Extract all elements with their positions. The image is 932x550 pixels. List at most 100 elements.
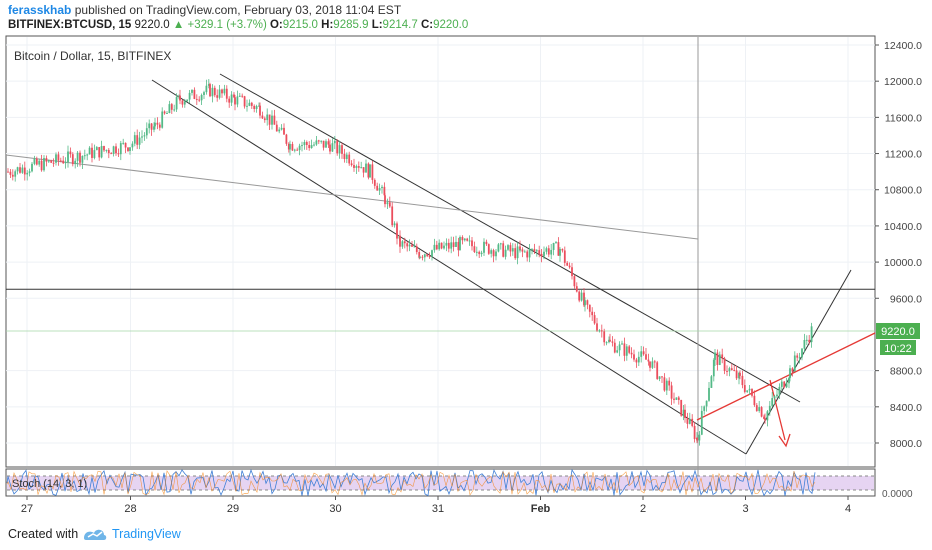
candle-body	[243, 96, 246, 107]
candle-body	[635, 359, 638, 363]
candle-body	[528, 248, 531, 258]
candle-body	[198, 99, 201, 101]
price-chart[interactable]: Bitcoin / Dollar, 15, BITFINEX 12400.012…	[0, 0, 932, 520]
candle-body	[98, 147, 101, 158]
open-label: O:	[269, 19, 283, 31]
candle-body	[741, 375, 744, 386]
candle-body	[658, 376, 661, 379]
candle-body	[739, 372, 741, 376]
candle-body	[728, 368, 731, 372]
candle-body	[74, 160, 77, 165]
candle-body	[396, 223, 398, 239]
candle-body	[124, 142, 127, 148]
candle-body	[571, 267, 573, 277]
stoch-d-line	[6, 470, 816, 496]
candle-body	[399, 235, 401, 247]
close-label: C:	[420, 19, 434, 31]
candle-body	[64, 162, 67, 164]
candle-body	[573, 276, 576, 287]
candle-body	[341, 145, 343, 154]
candle-body	[338, 145, 341, 154]
candle-body	[223, 88, 226, 94]
candle-body	[301, 145, 303, 147]
candle-body	[131, 143, 134, 148]
candle-body	[33, 158, 36, 164]
candle-body	[367, 163, 370, 178]
candle-body	[668, 380, 671, 386]
candle-body	[93, 150, 96, 158]
price-label-box	[876, 323, 920, 339]
candle-body	[168, 104, 171, 113]
candle-body	[115, 146, 117, 154]
candle-body	[457, 241, 460, 251]
candle-body	[492, 250, 495, 257]
candle-body	[413, 246, 416, 248]
candle-body	[642, 351, 645, 355]
candle-body	[514, 248, 517, 259]
trend-drawings	[5, 37, 876, 496]
candle-body	[287, 143, 290, 150]
candle-body	[733, 369, 736, 371]
low-label: L:	[371, 19, 383, 31]
long-trendline	[5, 154, 699, 240]
candle-body	[557, 242, 560, 256]
candle-body	[523, 251, 526, 253]
candle-body	[653, 361, 656, 363]
candle-body	[730, 368, 733, 370]
candle-body	[502, 243, 505, 257]
candle-body	[228, 98, 231, 103]
candle-body	[423, 254, 426, 258]
tradingview-brand-link[interactable]: TradingView	[112, 527, 181, 541]
author-link[interactable]: ferasskhab	[8, 3, 72, 17]
candle-body	[575, 286, 578, 292]
candle-body	[766, 411, 769, 421]
candle-body	[357, 166, 360, 168]
candle-body	[57, 154, 60, 161]
candle-body	[45, 158, 48, 162]
candle-body	[808, 339, 811, 343]
candle-body	[637, 356, 640, 363]
time-axis[interactable]: 27 28 29 30 31 Feb 2 3 4	[21, 496, 851, 515]
candle-body	[40, 160, 43, 171]
candle-body	[153, 126, 155, 130]
candle-body	[310, 145, 313, 149]
candle-body	[521, 249, 524, 252]
candle-body	[682, 409, 685, 416]
candle-body	[59, 160, 62, 162]
candle-body	[618, 344, 621, 351]
candle-body	[760, 407, 763, 417]
price-axis[interactable]: 12400.0 12000.0 11600.0 11200.0 10800.0 10400…	[875, 40, 922, 450]
candle-body	[473, 246, 476, 253]
candle-body	[773, 396, 776, 399]
candle-body	[170, 104, 173, 110]
candle-body	[291, 144, 294, 151]
candle-body	[791, 368, 794, 372]
candle-body	[203, 92, 205, 96]
candle-body	[445, 242, 448, 246]
candle-body	[261, 115, 264, 119]
candle-body	[568, 265, 571, 268]
oscillator	[6, 468, 874, 497]
candle-body	[561, 248, 564, 251]
candle-body	[81, 155, 84, 163]
candle-body	[303, 142, 306, 146]
candle-body	[233, 94, 235, 98]
wedge-bottom-line	[696, 423, 747, 455]
candle-body	[327, 141, 330, 145]
candle-body	[255, 106, 258, 109]
candle-body	[461, 237, 464, 241]
candle-body	[596, 323, 598, 331]
candle-body	[258, 105, 260, 107]
candle-body	[79, 152, 81, 163]
candle-body	[163, 111, 166, 114]
red-arrow-head	[778, 433, 791, 448]
tradingview-logo-icon[interactable]	[82, 524, 108, 547]
candle-body	[526, 251, 529, 258]
candle-body	[751, 388, 753, 396]
candle-body	[403, 241, 406, 244]
candle-body	[495, 251, 497, 257]
oscillator-band	[7, 476, 874, 490]
candle-body	[209, 84, 211, 97]
candle-body	[141, 136, 143, 138]
candle-body	[718, 354, 721, 365]
